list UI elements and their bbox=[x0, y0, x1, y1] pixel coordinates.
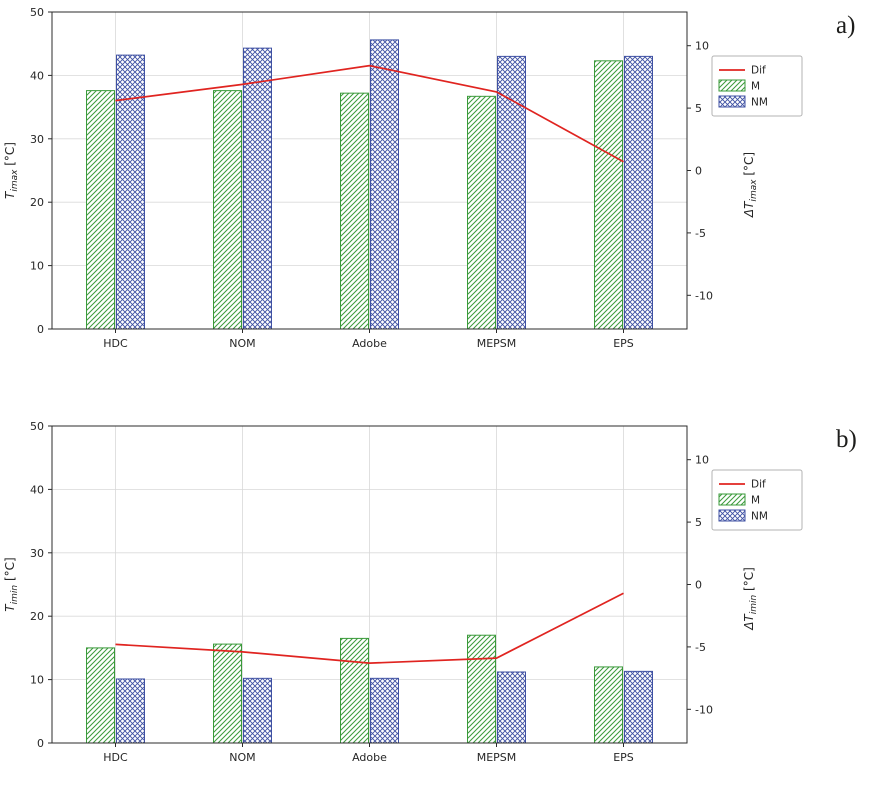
chart-panel-a: 0 10 20 30 40 50 -10 -5 0 5 10 HDC NOM Adobe MEPSM EPS T… bbox=[0, 2, 820, 367]
legend-m-label: M bbox=[751, 495, 760, 507]
right-tick-label: -10 bbox=[695, 289, 713, 302]
bar-m-NOM bbox=[213, 643, 242, 744]
left-tick-label: 20 bbox=[30, 610, 44, 623]
x-tick-label: MEPSM bbox=[477, 337, 517, 350]
x-tick-label: NOM bbox=[229, 337, 255, 350]
bar-nm-MEPSM bbox=[497, 671, 526, 744]
legend-dif-label: Dif bbox=[751, 65, 766, 77]
bar-nm-MEPSM bbox=[497, 55, 526, 330]
dif-line bbox=[115, 592, 624, 664]
right-tick-label: -5 bbox=[695, 641, 706, 654]
left-axis-label: Timax [°C] bbox=[3, 142, 20, 199]
bar-m-HDC bbox=[86, 90, 115, 330]
x-tick-label: Adobe bbox=[352, 751, 387, 764]
left-tick-label: 20 bbox=[30, 196, 44, 209]
bar-m-Adobe bbox=[340, 637, 369, 744]
bar-m-HDC bbox=[86, 647, 115, 744]
left-tick-label: 50 bbox=[30, 420, 44, 433]
x-tick-label: MEPSM bbox=[477, 751, 517, 764]
legend-m-swatch bbox=[718, 493, 746, 506]
gridlines bbox=[52, 12, 687, 329]
left-axis-label: Timin [°C] bbox=[3, 557, 20, 611]
right-tick-label: 5 bbox=[695, 516, 702, 529]
right-axis-label: ΔTimin [°C] bbox=[742, 567, 759, 631]
left-tick-label: 50 bbox=[30, 6, 44, 19]
chart-panel-b: 0 10 20 30 40 50 -10 -5 0 5 10 HDC NOM Adobe MEPSM EPS T… bbox=[0, 416, 820, 781]
right-tick-label: 0 bbox=[695, 579, 702, 592]
right-axis-label: ΔTimax [°C] bbox=[742, 152, 759, 218]
left-tick-label: 10 bbox=[30, 260, 44, 273]
left-tick-label: 10 bbox=[30, 674, 44, 687]
chart-svg-b: 0 10 20 30 40 50 -10 -5 0 5 10 HDC NOM Adobe MEPSM EPS T… bbox=[3, 420, 803, 764]
right-tick-label: -5 bbox=[695, 227, 706, 240]
bar-nm-HDC bbox=[116, 678, 145, 744]
x-tick-label: EPS bbox=[613, 337, 634, 350]
left-tick-label: 40 bbox=[30, 69, 44, 82]
panel-b-label: b) bbox=[836, 426, 857, 453]
right-tick-label: 5 bbox=[695, 102, 702, 115]
left-tick-label: 30 bbox=[30, 133, 44, 146]
bar-nm-NOM bbox=[243, 677, 272, 744]
bar-nm-EPS bbox=[624, 670, 653, 744]
bar-nm-HDC bbox=[116, 54, 145, 330]
bar-m-EPS bbox=[594, 666, 623, 744]
legend-nm-swatch bbox=[718, 95, 746, 108]
bar-m-NOM bbox=[213, 90, 242, 330]
x-tick-label: Adobe bbox=[352, 337, 387, 350]
legend-m-swatch bbox=[718, 79, 746, 92]
bar-m-MEPSM bbox=[467, 95, 496, 330]
legend-nm-label: NM bbox=[751, 511, 768, 523]
legend-dif-label: Dif bbox=[751, 479, 766, 491]
dif-line bbox=[115, 64, 624, 163]
x-tick-label: EPS bbox=[613, 751, 634, 764]
legend-nm-label: NM bbox=[751, 97, 768, 109]
chart-b: 0 10 20 30 40 50 -10 -5 0 5 10 HDC NOM Adobe MEPSM EPS T… bbox=[0, 416, 820, 785]
x-tick-label: HDC bbox=[103, 337, 128, 350]
chart-svg-a: 0 10 20 30 40 50 -10 -5 0 5 10 HDC NOM Adobe MEPSM EPS T… bbox=[3, 6, 803, 350]
bar-nm-EPS bbox=[624, 55, 653, 330]
left-tick-label: 40 bbox=[30, 483, 44, 496]
left-tick-label: 0 bbox=[37, 323, 44, 336]
legend: Dif M NM bbox=[711, 469, 803, 531]
bar-m-Adobe bbox=[340, 92, 369, 330]
chart-a: 0 10 20 30 40 50 -10 -5 0 5 10 HDC NOM Adobe MEPSM EPS T… bbox=[0, 2, 820, 371]
right-tick-label: 10 bbox=[695, 40, 709, 53]
bar-m-MEPSM bbox=[467, 634, 496, 744]
left-tick-label: 0 bbox=[37, 737, 44, 750]
bar-nm-NOM bbox=[243, 47, 272, 330]
x-tick-label: NOM bbox=[229, 751, 255, 764]
legend: Dif M NM bbox=[711, 55, 803, 117]
left-tick-label: 30 bbox=[30, 547, 44, 560]
bar-nm-Adobe bbox=[370, 39, 399, 330]
legend-nm-swatch bbox=[718, 509, 746, 522]
panel-a-label: a) bbox=[836, 12, 856, 39]
bar-m-EPS bbox=[594, 60, 623, 330]
right-tick-label: 10 bbox=[695, 454, 709, 467]
gridlines bbox=[52, 426, 687, 743]
right-tick-label: 0 bbox=[695, 165, 702, 178]
x-tick-label: HDC bbox=[103, 751, 128, 764]
right-tick-label: -10 bbox=[695, 703, 713, 716]
legend-m-label: M bbox=[751, 81, 760, 93]
bar-nm-Adobe bbox=[370, 677, 399, 744]
